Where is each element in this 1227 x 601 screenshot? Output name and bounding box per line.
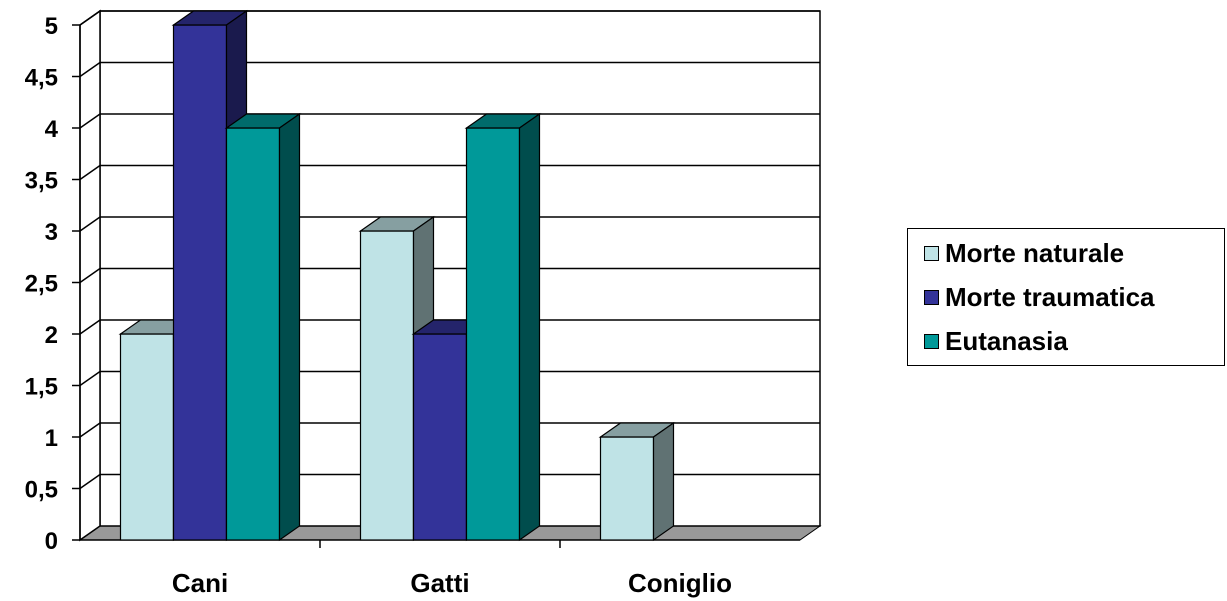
gridline — [79, 267, 820, 284]
bar-front — [359, 230, 415, 541]
legend-swatch — [924, 245, 939, 261]
bar — [598, 421, 676, 542]
gridline — [79, 113, 820, 129]
y-tick-label: 2 — [45, 322, 58, 349]
y-tick-label: 1 — [45, 425, 58, 452]
gridline — [79, 164, 820, 181]
legend-swatch — [924, 333, 939, 349]
bar — [224, 112, 302, 542]
y-tick-label: 3,5 — [25, 168, 58, 195]
bar-front — [225, 127, 281, 541]
gridline — [79, 370, 820, 387]
bar-front — [412, 333, 468, 541]
bar-side — [652, 421, 675, 542]
bar-front — [172, 24, 228, 541]
y-tick-label: 2,5 — [25, 271, 58, 298]
gridline — [79, 216, 820, 232]
bar-front — [465, 127, 521, 541]
bar-front — [119, 333, 175, 541]
legend-label: Eutanasia — [945, 325, 1068, 356]
x-tick-label: Cani — [172, 568, 228, 598]
bar — [464, 112, 542, 542]
legend: Morte naturale Morte traumatica Eutanasi… — [907, 228, 1225, 366]
x-tick-labels: Cani Gatti Coniglio — [172, 568, 732, 598]
gridline — [79, 61, 820, 78]
legend-label: Morte naturale — [945, 237, 1125, 268]
gridlines — [79, 10, 820, 490]
bar-side — [278, 112, 301, 542]
bars — [118, 9, 676, 542]
y-tick-label: 5 — [45, 13, 58, 40]
y-tick-label: 3 — [45, 219, 58, 246]
gridline — [79, 473, 820, 490]
x-tick-label: Coniglio — [628, 568, 732, 598]
x-tick-label: Gatti — [410, 568, 469, 598]
legend-item-eutanasia: Eutanasia — [924, 321, 1068, 361]
gridline — [79, 422, 820, 438]
y-tick-labels: 0 0,5 1 1,5 2 2,5 3 3,5 4 4,5 5 — [25, 13, 59, 555]
y-tick-label: 4,5 — [25, 65, 58, 92]
bar-side — [518, 112, 541, 542]
legend-item-morte-naturale: Morte naturale — [924, 233, 1124, 273]
gridline — [79, 10, 820, 26]
y-tick-label: 1,5 — [25, 374, 58, 401]
y-tick-label: 0,5 — [25, 477, 58, 504]
bar-front — [599, 436, 655, 541]
y-tick-label: 4 — [45, 116, 59, 143]
gridline — [79, 319, 820, 335]
legend-swatch — [924, 289, 939, 305]
legend-label: Morte traumatica — [945, 281, 1155, 312]
legend-item-morte-traumatica: Morte traumatica — [924, 277, 1155, 317]
y-tick-label: 0 — [45, 528, 58, 555]
